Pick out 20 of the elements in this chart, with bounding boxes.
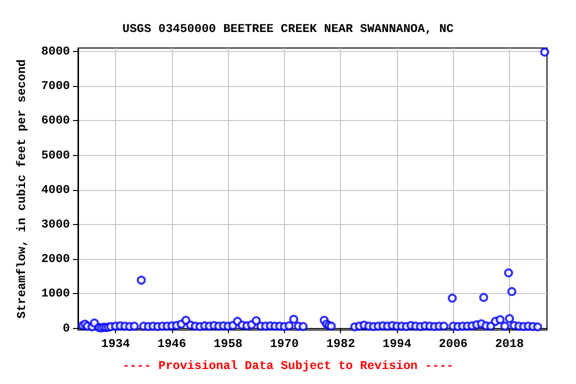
y-tick-label: 4000	[41, 182, 70, 197]
y-tick-label: 2000	[41, 252, 70, 266]
y-axis-title: Streamflow, in cubic feet per second	[15, 59, 29, 319]
x-tick-label: 1970	[270, 337, 299, 351]
x-tick-label: 1934	[101, 337, 130, 351]
x-tick-label: 1946	[157, 337, 186, 351]
y-tick-label: 8000	[41, 44, 70, 58]
y-tick-label: 0	[62, 321, 70, 336]
x-tick-label: 1958	[214, 337, 242, 351]
y-tick-label: 5000	[41, 148, 70, 162]
x-tick-label: 2006	[438, 337, 468, 351]
chart-title: USGS 03450000 BEETREE CREEK NEAR SWANNANOA, NC	[122, 22, 454, 36]
x-tick-label: 1994	[382, 337, 412, 351]
y-tick-label: 7000	[41, 79, 70, 94]
text: ---- Provisional Data Subject to Revision ----	[122, 359, 454, 373]
y-tick-label: 3000	[41, 217, 70, 232]
x-tick-label: 1982	[326, 337, 356, 351]
x-tick-label: 2018	[495, 337, 524, 351]
y-tick-label: 1000	[41, 286, 70, 301]
y-tick-label: 6000	[41, 114, 70, 128]
